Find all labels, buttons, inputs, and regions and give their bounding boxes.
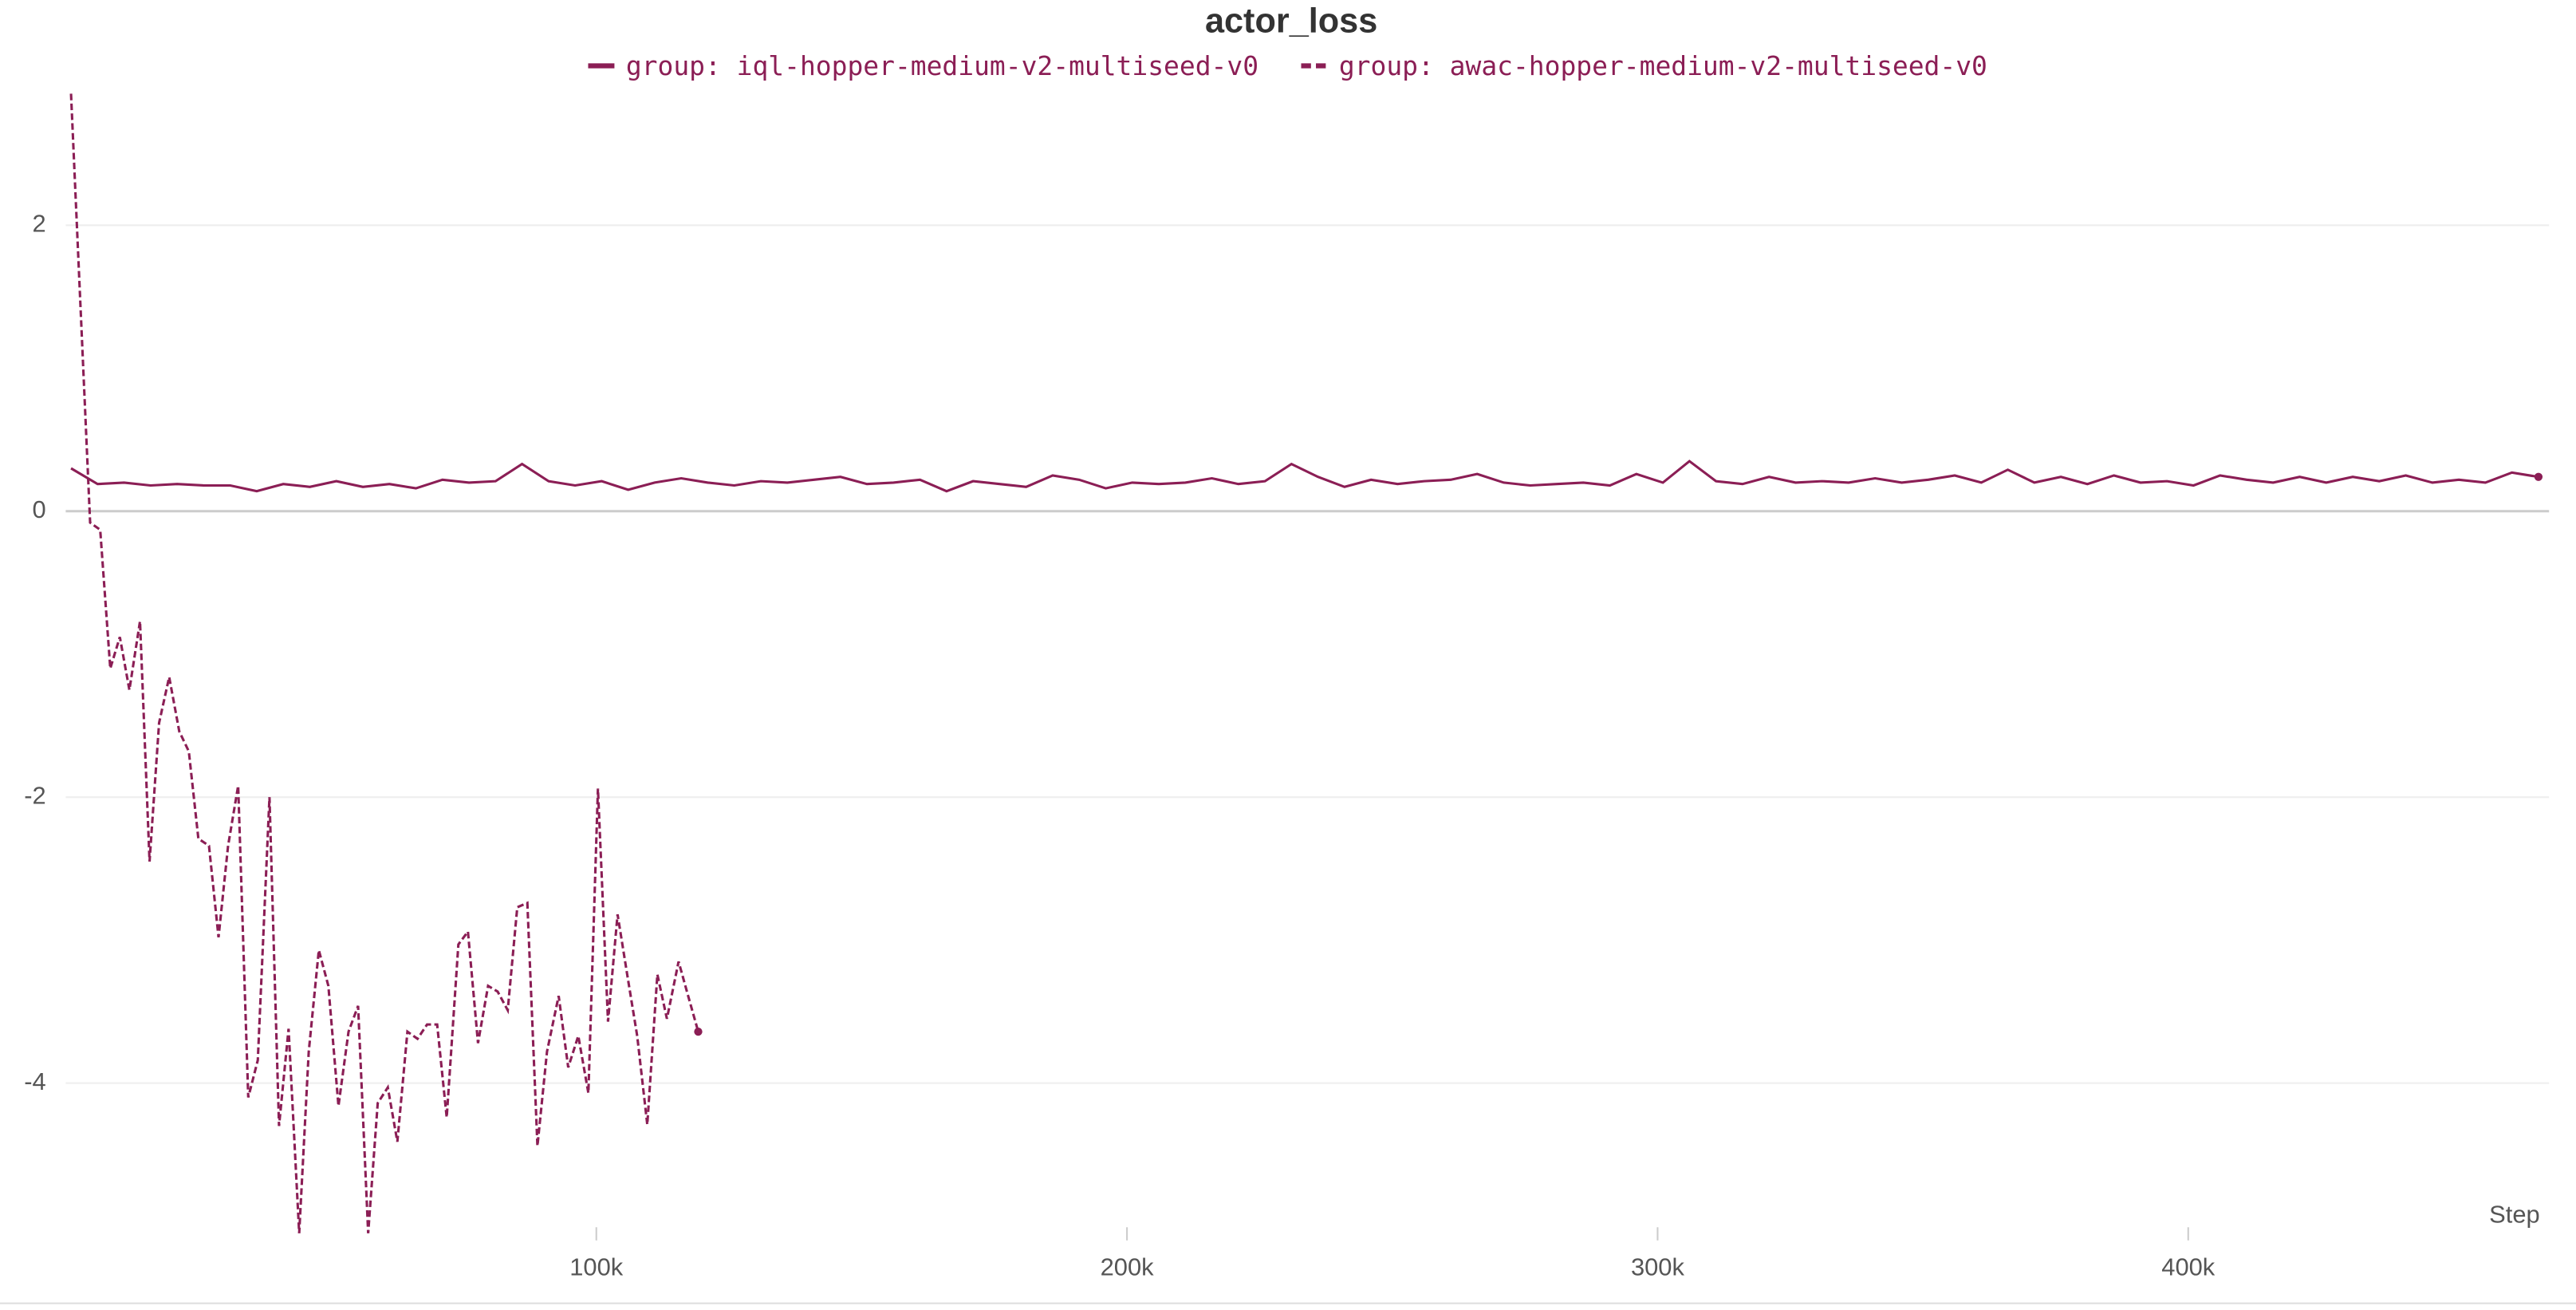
y-tick-label: 2: [33, 209, 46, 237]
chart-title: actor_loss: [1205, 2, 1377, 40]
series-line: [69, 93, 699, 1233]
end-point: [2534, 472, 2543, 481]
x-tick-label: 100k: [569, 1253, 624, 1281]
legend-label: group: awac-hopper-medium-v2-multiseed-v…: [1339, 50, 1987, 81]
series-line: [70, 460, 2539, 493]
x-axis-label: Step: [2489, 1201, 2540, 1229]
end-point: [694, 1027, 703, 1036]
x-tick-label: 200k: [1101, 1253, 1155, 1281]
y-tick-label: 0: [33, 495, 46, 523]
y-tick-label: -4: [24, 1067, 45, 1095]
x-tick-label: 400k: [2161, 1253, 2216, 1281]
x-tick-label: 300k: [1631, 1253, 1685, 1281]
legend-label: group: iql-hopper-medium-v2-multiseed-v0: [626, 50, 1258, 81]
y-tick-label: -2: [24, 781, 45, 809]
